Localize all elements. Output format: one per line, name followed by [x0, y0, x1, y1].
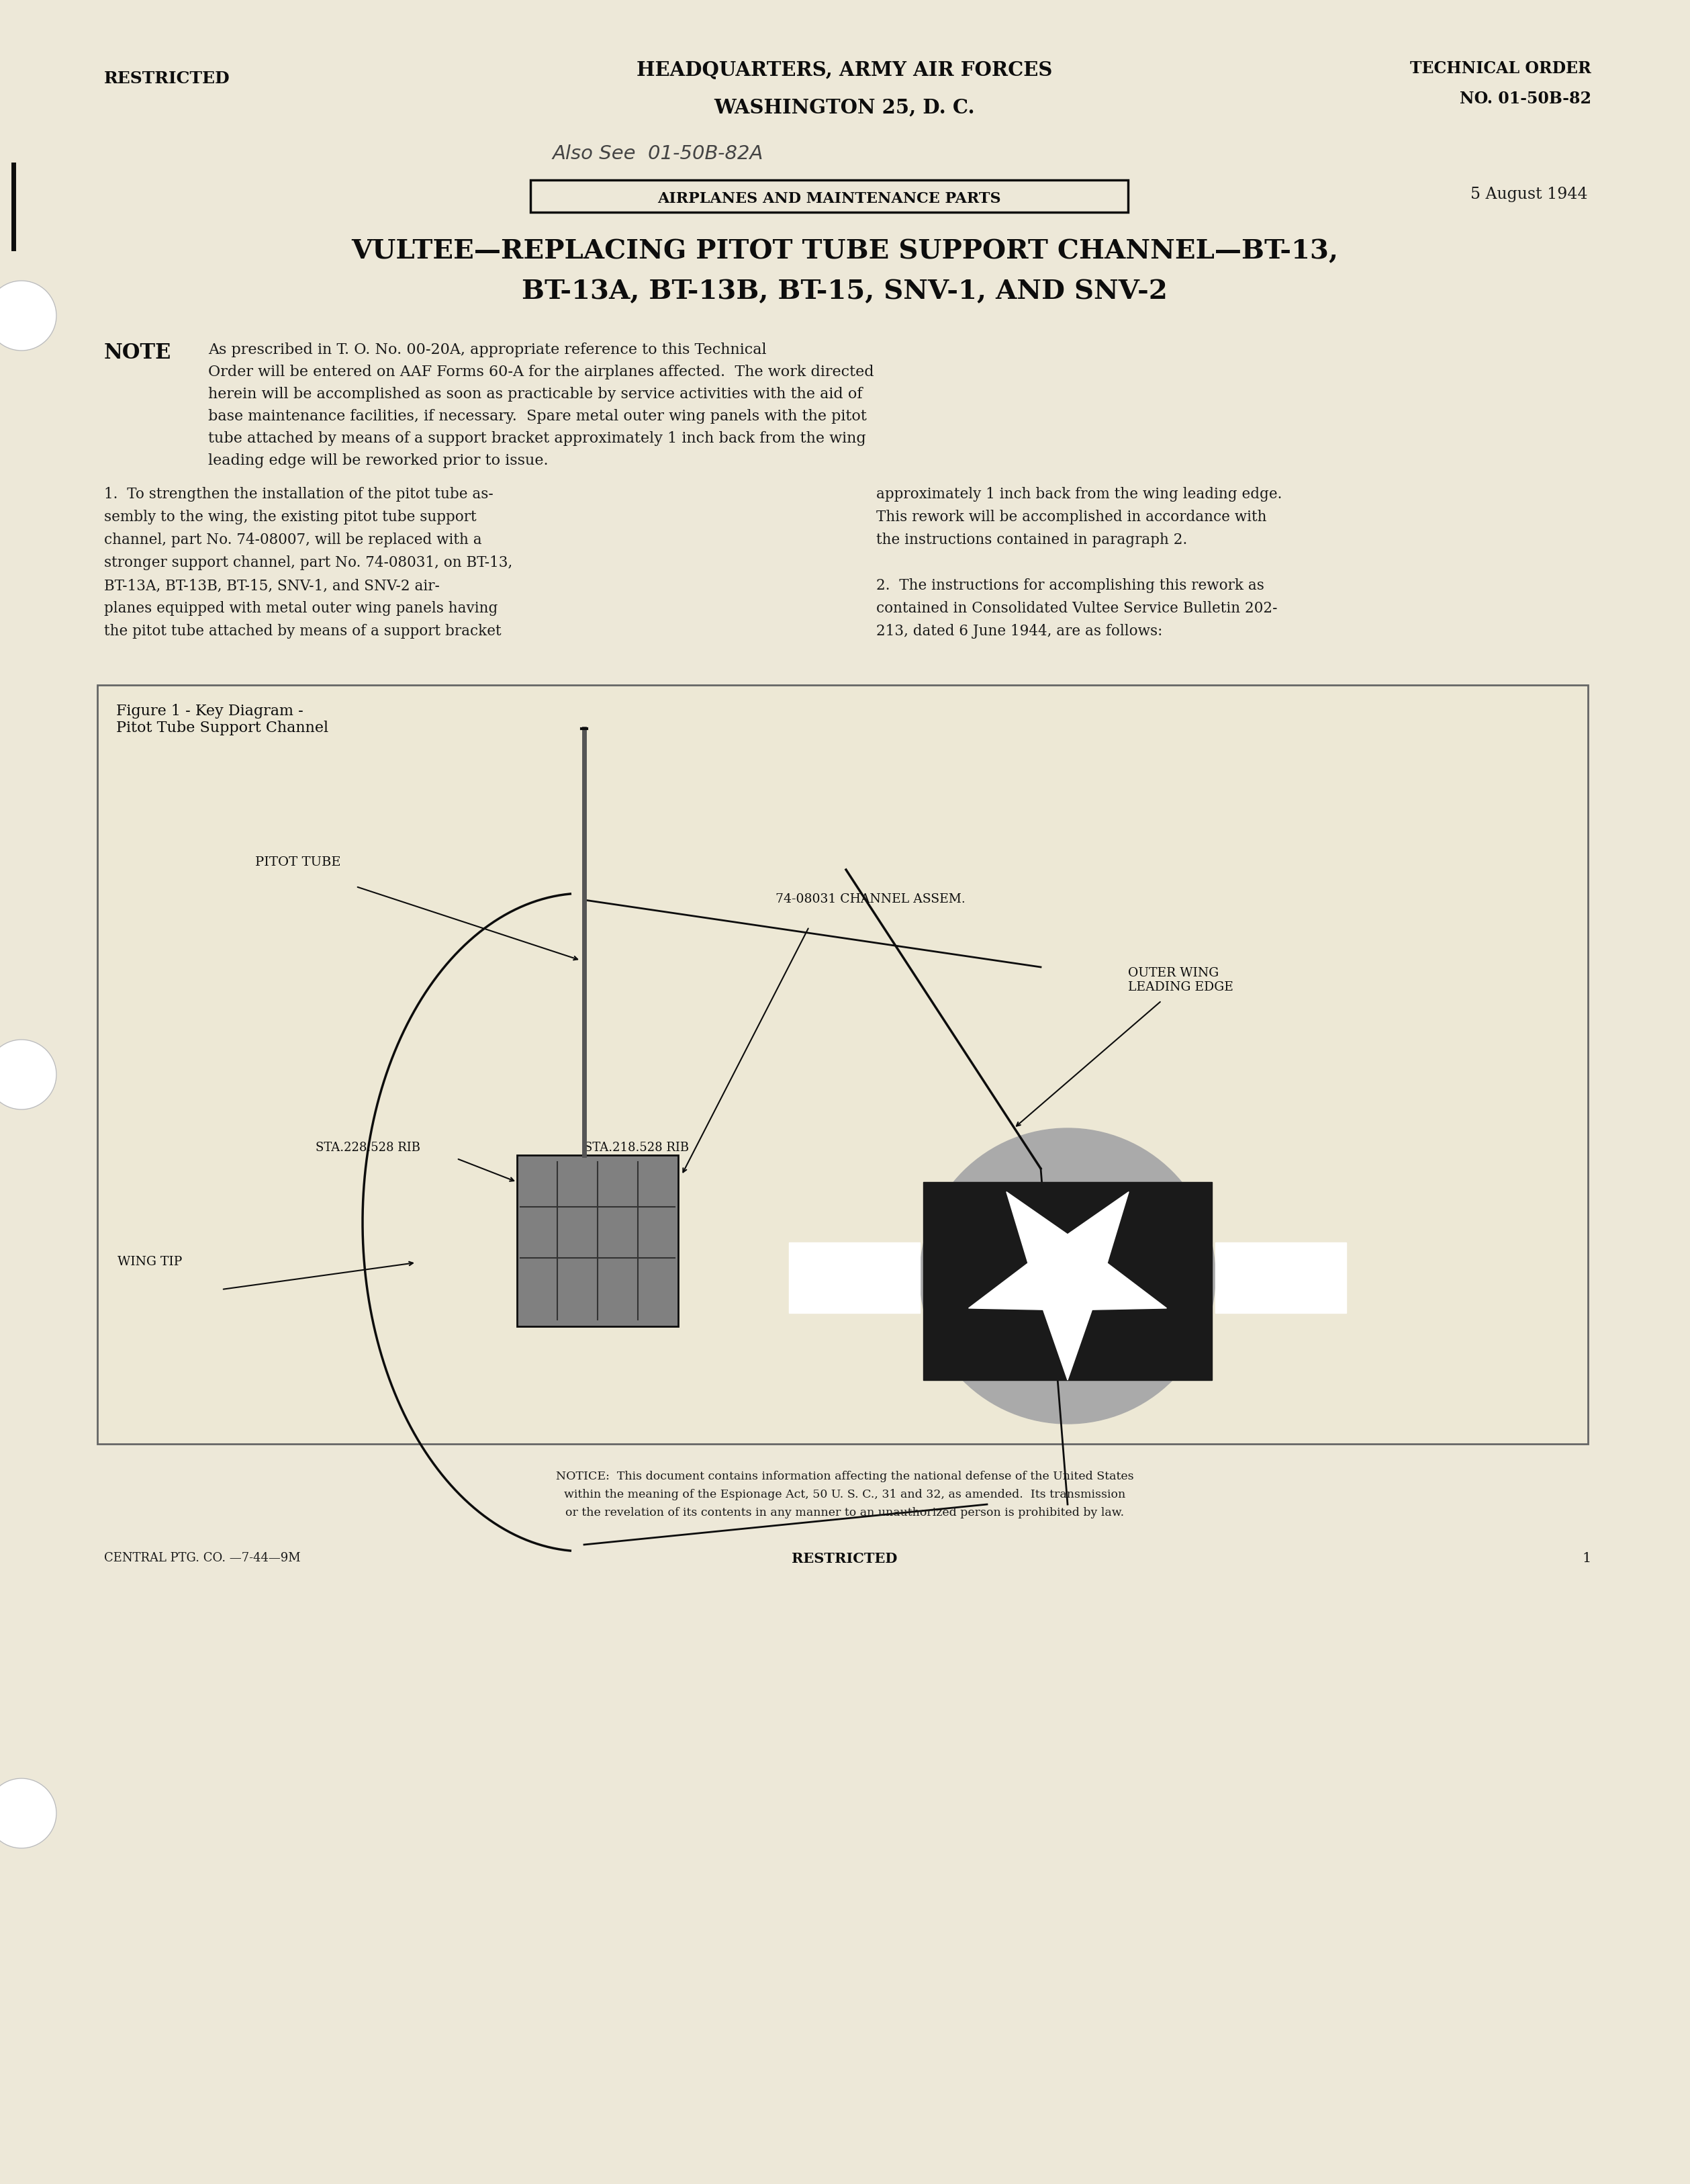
Text: 5 August 1944: 5 August 1944 [1470, 186, 1587, 203]
Text: WASHINGTON 25, D. C.: WASHINGTON 25, D. C. [715, 98, 975, 118]
Bar [1215, 1243, 1347, 1313]
Text: tube attached by means of a support bracket approximately 1 inch back from the w: tube attached by means of a support brac… [208, 430, 865, 446]
Text: RESTRICTED: RESTRICTED [105, 70, 230, 87]
Text: As prescribed in T. O. No. 00-20A, appropriate reference to this Technical: As prescribed in T. O. No. 00-20A, appro… [208, 343, 767, 358]
Text: NO. 01-50B-82: NO. 01-50B-82 [1460, 92, 1592, 107]
Text: HEADQUARTERS, ARMY AIR FORCES: HEADQUARTERS, ARMY AIR FORCES [637, 61, 1053, 81]
Bar [789, 1243, 919, 1313]
Polygon shape [968, 1192, 1166, 1380]
Text: 2.  The instructions for accomplishing this rework as: 2. The instructions for accomplishing th… [875, 579, 1264, 594]
Bar [923, 1182, 1212, 1380]
Text: leading edge will be reworked prior to issue.: leading edge will be reworked prior to i… [208, 454, 548, 467]
Text: Also See  01-50B-82A: Also See 01-50B-82A [553, 144, 764, 164]
Text: NOTE: NOTE [105, 343, 171, 363]
Text: stronger support channel, part No. 74-08031, on BT-13,: stronger support channel, part No. 74-08… [105, 555, 512, 570]
Bar [98, 686, 1589, 1444]
Text: or the revelation of its contents in any manner to an unauthorized person is pro: or the revelation of its contents in any… [566, 1507, 1124, 1518]
Bar [517, 1155, 678, 1326]
Text: WING TIP: WING TIP [118, 1256, 183, 1269]
Text: approximately 1 inch back from the wing leading edge.: approximately 1 inch back from the wing … [875, 487, 1283, 502]
Text: the pitot tube attached by means of a support bracket: the pitot tube attached by means of a su… [105, 625, 502, 638]
Text: contained in Consolidated Vultee Service Bulletin 202-: contained in Consolidated Vultee Service… [875, 601, 1278, 616]
Circle shape [919, 1129, 1215, 1424]
Text: NOTICE:  This document contains information affecting the national defense of th: NOTICE: This document contains informati… [556, 1470, 1134, 1483]
Text: the instructions contained in paragraph 2.: the instructions contained in paragraph … [875, 533, 1188, 548]
Text: base maintenance facilities, if necessary.  Spare metal outer wing panels with t: base maintenance facilities, if necessar… [208, 408, 867, 424]
Text: herein will be accomplished as soon as practicable by service activities with th: herein will be accomplished as soon as p… [208, 387, 862, 402]
Text: 74-08031 CHANNEL ASSEM.: 74-08031 CHANNEL ASSEM. [776, 893, 965, 906]
Text: CENTRAL PTG. CO. —7-44—9M: CENTRAL PTG. CO. —7-44—9M [105, 1553, 301, 1564]
Text: Order will be entered on AAF Forms 60-A for the airplanes affected.  The work di: Order will be entered on AAF Forms 60-A … [208, 365, 874, 380]
Text: RESTRICTED: RESTRICTED [793, 1553, 897, 1566]
Bar [531, 179, 1127, 212]
Text: 1: 1 [1582, 1553, 1592, 1564]
Text: channel, part No. 74-08007, will be replaced with a: channel, part No. 74-08007, will be repl… [105, 533, 482, 548]
Text: Figure 1 - Key Diagram -
Pitot Tube Support Channel: Figure 1 - Key Diagram - Pitot Tube Supp… [117, 703, 328, 736]
Circle shape [0, 282, 56, 352]
Text: within the meaning of the Espionage Act, 50 U. S. C., 31 and 32, as amended.  It: within the meaning of the Espionage Act,… [564, 1489, 1126, 1500]
Text: This rework will be accomplished in accordance with: This rework will be accomplished in acco… [875, 509, 1268, 524]
Text: AIRPLANES AND MAINTENANCE PARTS: AIRPLANES AND MAINTENANCE PARTS [657, 192, 1000, 205]
Text: TECHNICAL ORDER: TECHNICAL ORDER [1409, 61, 1592, 76]
Circle shape [0, 1778, 56, 1848]
Text: STA.228.528 RIB: STA.228.528 RIB [316, 1142, 421, 1153]
Text: BT-13A, BT-13B, BT-15, SNV-1, AND SNV-2: BT-13A, BT-13B, BT-15, SNV-1, AND SNV-2 [522, 280, 1168, 304]
Text: 213, dated 6 June 1944, are as follows:: 213, dated 6 June 1944, are as follows: [875, 625, 1163, 638]
Text: sembly to the wing, the existing pitot tube support: sembly to the wing, the existing pitot t… [105, 509, 477, 524]
Circle shape [0, 1040, 56, 1109]
Text: STA.218.528 RIB: STA.218.528 RIB [585, 1142, 690, 1153]
Text: VULTEE—REPLACING PITOT TUBE SUPPORT CHANNEL—BT-13,: VULTEE—REPLACING PITOT TUBE SUPPORT CHAN… [352, 238, 1338, 264]
Text: planes equipped with metal outer wing panels having: planes equipped with metal outer wing pa… [105, 601, 499, 616]
Text: BT-13A, BT-13B, BT-15, SNV-1, and SNV-2 air-: BT-13A, BT-13B, BT-15, SNV-1, and SNV-2 … [105, 579, 439, 594]
Text: PITOT TUBE: PITOT TUBE [255, 856, 341, 869]
Text: 1.  To strengthen the installation of the pitot tube as-: 1. To strengthen the installation of the… [105, 487, 493, 502]
Text: OUTER WING
LEADING EDGE: OUTER WING LEADING EDGE [1127, 968, 1234, 994]
